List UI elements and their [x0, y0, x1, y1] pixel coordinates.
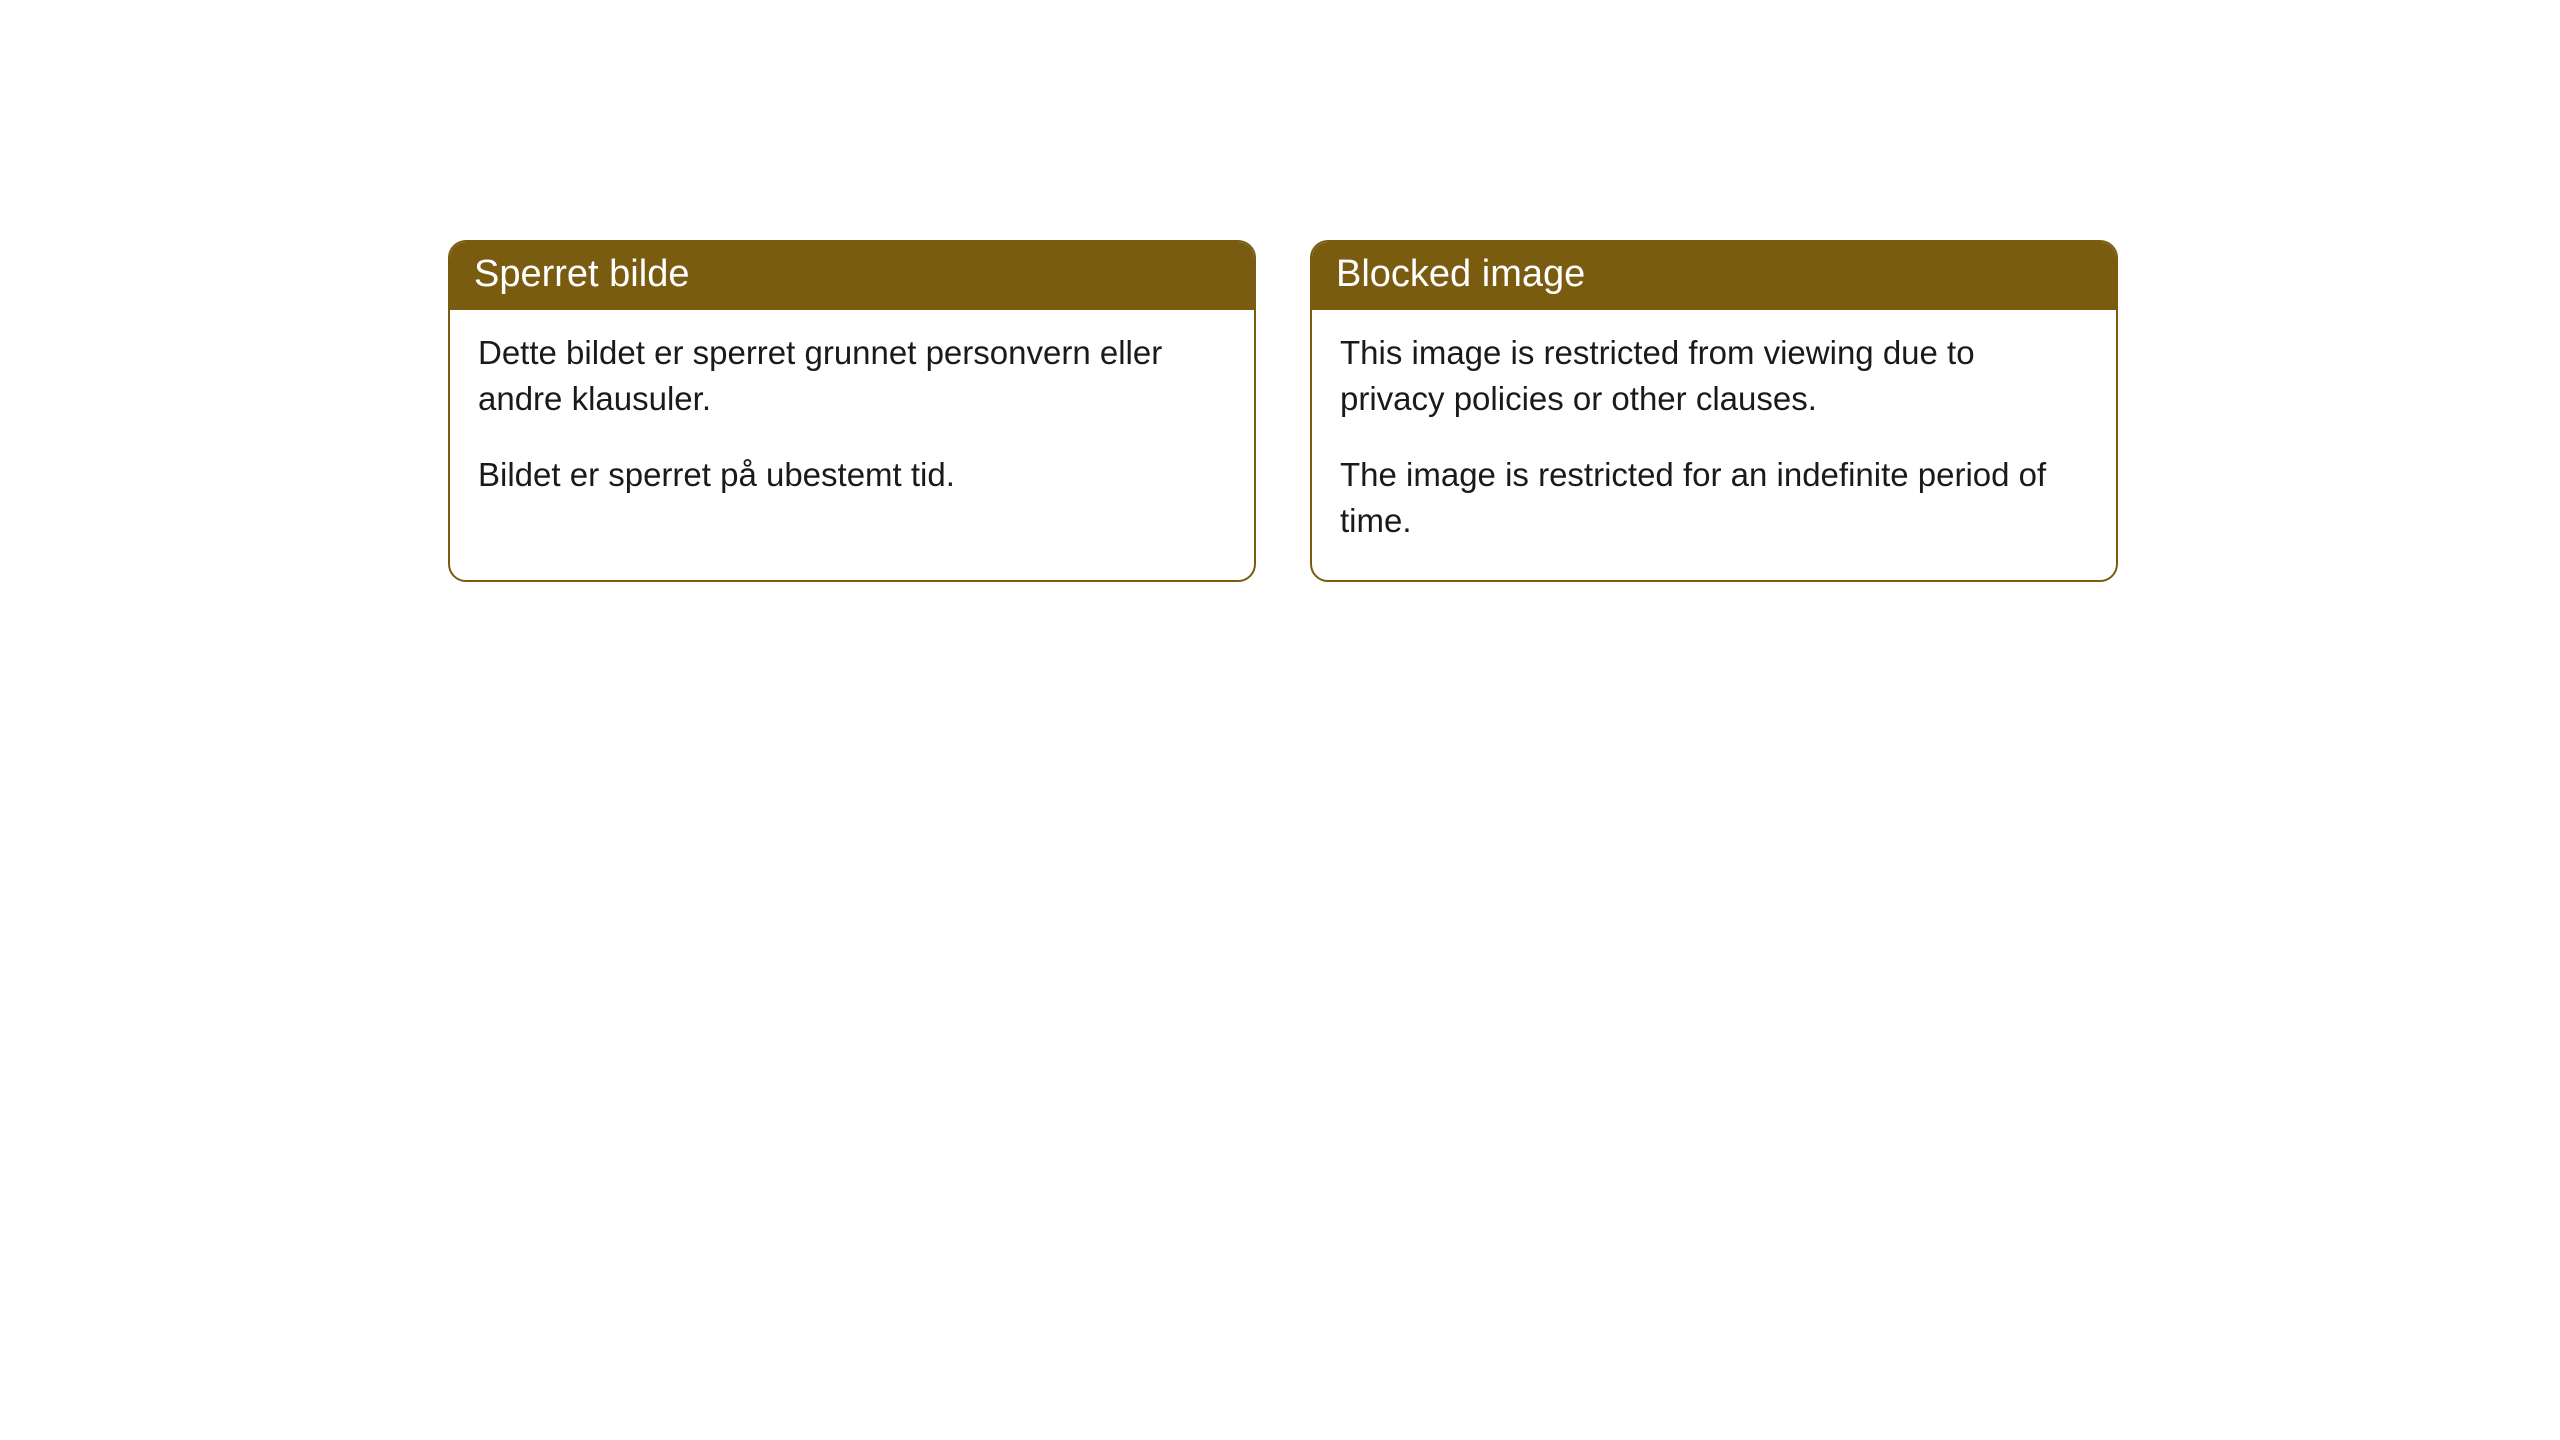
card-paragraph: The image is restricted for an indefinit… [1340, 452, 2088, 544]
card-paragraph: Dette bildet er sperret grunnet personve… [478, 330, 1226, 422]
card-title: Blocked image [1336, 253, 1585, 295]
card-body: Dette bildet er sperret grunnet personve… [450, 310, 1254, 581]
card-body: This image is restricted from viewing du… [1312, 310, 2116, 581]
card-paragraph: This image is restricted from viewing du… [1340, 330, 2088, 422]
notice-card-english: Blocked image This image is restricted f… [1310, 240, 2118, 582]
notice-container: Sperret bilde Dette bildet er sperret gr… [0, 0, 2560, 582]
card-title: Sperret bilde [474, 253, 689, 295]
card-header: Sperret bilde [450, 242, 1254, 310]
card-paragraph: Bildet er sperret på ubestemt tid. [478, 452, 1226, 498]
card-header: Blocked image [1312, 242, 2116, 310]
notice-card-norwegian: Sperret bilde Dette bildet er sperret gr… [448, 240, 1256, 582]
